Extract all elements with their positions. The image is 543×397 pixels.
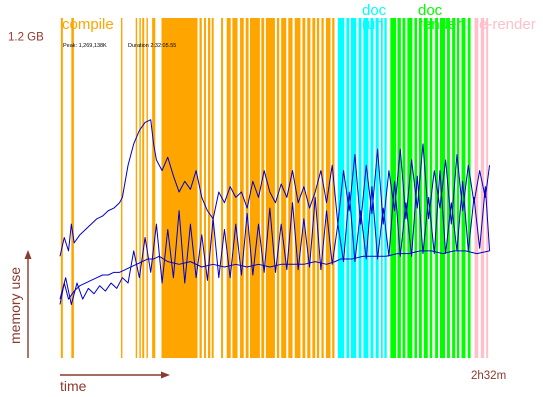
band-doc-render-53	[456, 18, 460, 358]
band-compile-22	[281, 18, 287, 358]
band-compile-6	[146, 18, 148, 358]
band-compile-28	[316, 18, 320, 358]
series-line-1	[59, 250, 490, 305]
band-compile-24	[294, 18, 301, 358]
band-doc-run-34	[350, 18, 357, 358]
phase-label-doc-run: doc run	[362, 2, 387, 33]
y-axis-arrow	[24, 250, 32, 358]
band-compile-0	[60, 18, 63, 358]
band-compile-17	[245, 18, 249, 358]
band-compile-16	[240, 18, 244, 358]
band-doc-render-48	[429, 18, 433, 358]
phase-labels-layer: compile doc run doc render re-render	[62, 2, 536, 33]
band-compile-9	[199, 18, 202, 358]
band-doc-render-55	[467, 18, 471, 358]
band-doc-run-40	[384, 18, 387, 358]
band-compile-11	[208, 18, 211, 358]
peak-stat: Peak: 1,269,138K	[63, 43, 107, 49]
band-doc-run-38	[375, 18, 379, 358]
band-doc-run-33	[346, 18, 350, 358]
band-re-render-57	[480, 18, 485, 358]
series-line-0	[59, 119, 491, 257]
band-compile-27	[312, 18, 316, 358]
duration-stat: Duration 2:32:05.55	[128, 43, 176, 49]
band-compile-31	[332, 18, 335, 358]
phase-label-doc-render: doc render	[418, 2, 461, 33]
y-axis-label: memory use	[7, 267, 23, 344]
x-tick-label: 2h32m	[471, 370, 506, 382]
band-doc-run-39	[380, 18, 383, 358]
phase-label-compile: compile	[62, 16, 114, 33]
band-compile-1	[71, 18, 74, 358]
band-compile-2	[120, 18, 123, 358]
series-layer	[59, 119, 491, 305]
band-doc-render-46	[418, 18, 422, 358]
band-compile-26	[307, 18, 311, 358]
band-doc-render-42	[397, 18, 401, 358]
band-doc-render-45	[414, 18, 417, 358]
band-doc-run-32	[337, 18, 345, 358]
band-compile-19	[261, 18, 265, 358]
band-compile-10	[204, 18, 207, 358]
phase-bands-layer	[60, 18, 489, 358]
band-compile-30	[325, 18, 331, 358]
x-axis-label: time	[60, 378, 87, 394]
band-compile-20	[265, 18, 275, 358]
band-doc-render-47	[423, 18, 428, 358]
series-line-2	[59, 170, 491, 305]
phase-label-re-render: re-render	[474, 16, 536, 33]
band-compile-4	[139, 18, 141, 358]
band-compile-5	[142, 18, 145, 358]
band-compile-13	[221, 18, 224, 358]
band-re-render-58	[486, 18, 489, 358]
band-compile-8	[161, 18, 198, 358]
band-compile-29	[321, 18, 324, 358]
band-compile-23	[288, 18, 293, 358]
x-axis-arrow	[60, 371, 170, 379]
band-doc-run-36	[363, 18, 369, 358]
band-doc-render-41	[390, 18, 397, 358]
y-tick-label: 1.2 GB	[8, 32, 44, 44]
band-doc-render-52	[452, 18, 456, 358]
band-compile-14	[226, 18, 231, 358]
band-doc-run-35	[358, 18, 362, 358]
band-compile-21	[276, 18, 280, 358]
band-doc-render-44	[407, 18, 413, 358]
band-compile-12	[211, 18, 214, 358]
band-doc-render-43	[402, 18, 406, 358]
band-compile-3	[135, 18, 138, 358]
band-compile-15	[232, 18, 238, 358]
band-compile-7	[152, 18, 156, 358]
